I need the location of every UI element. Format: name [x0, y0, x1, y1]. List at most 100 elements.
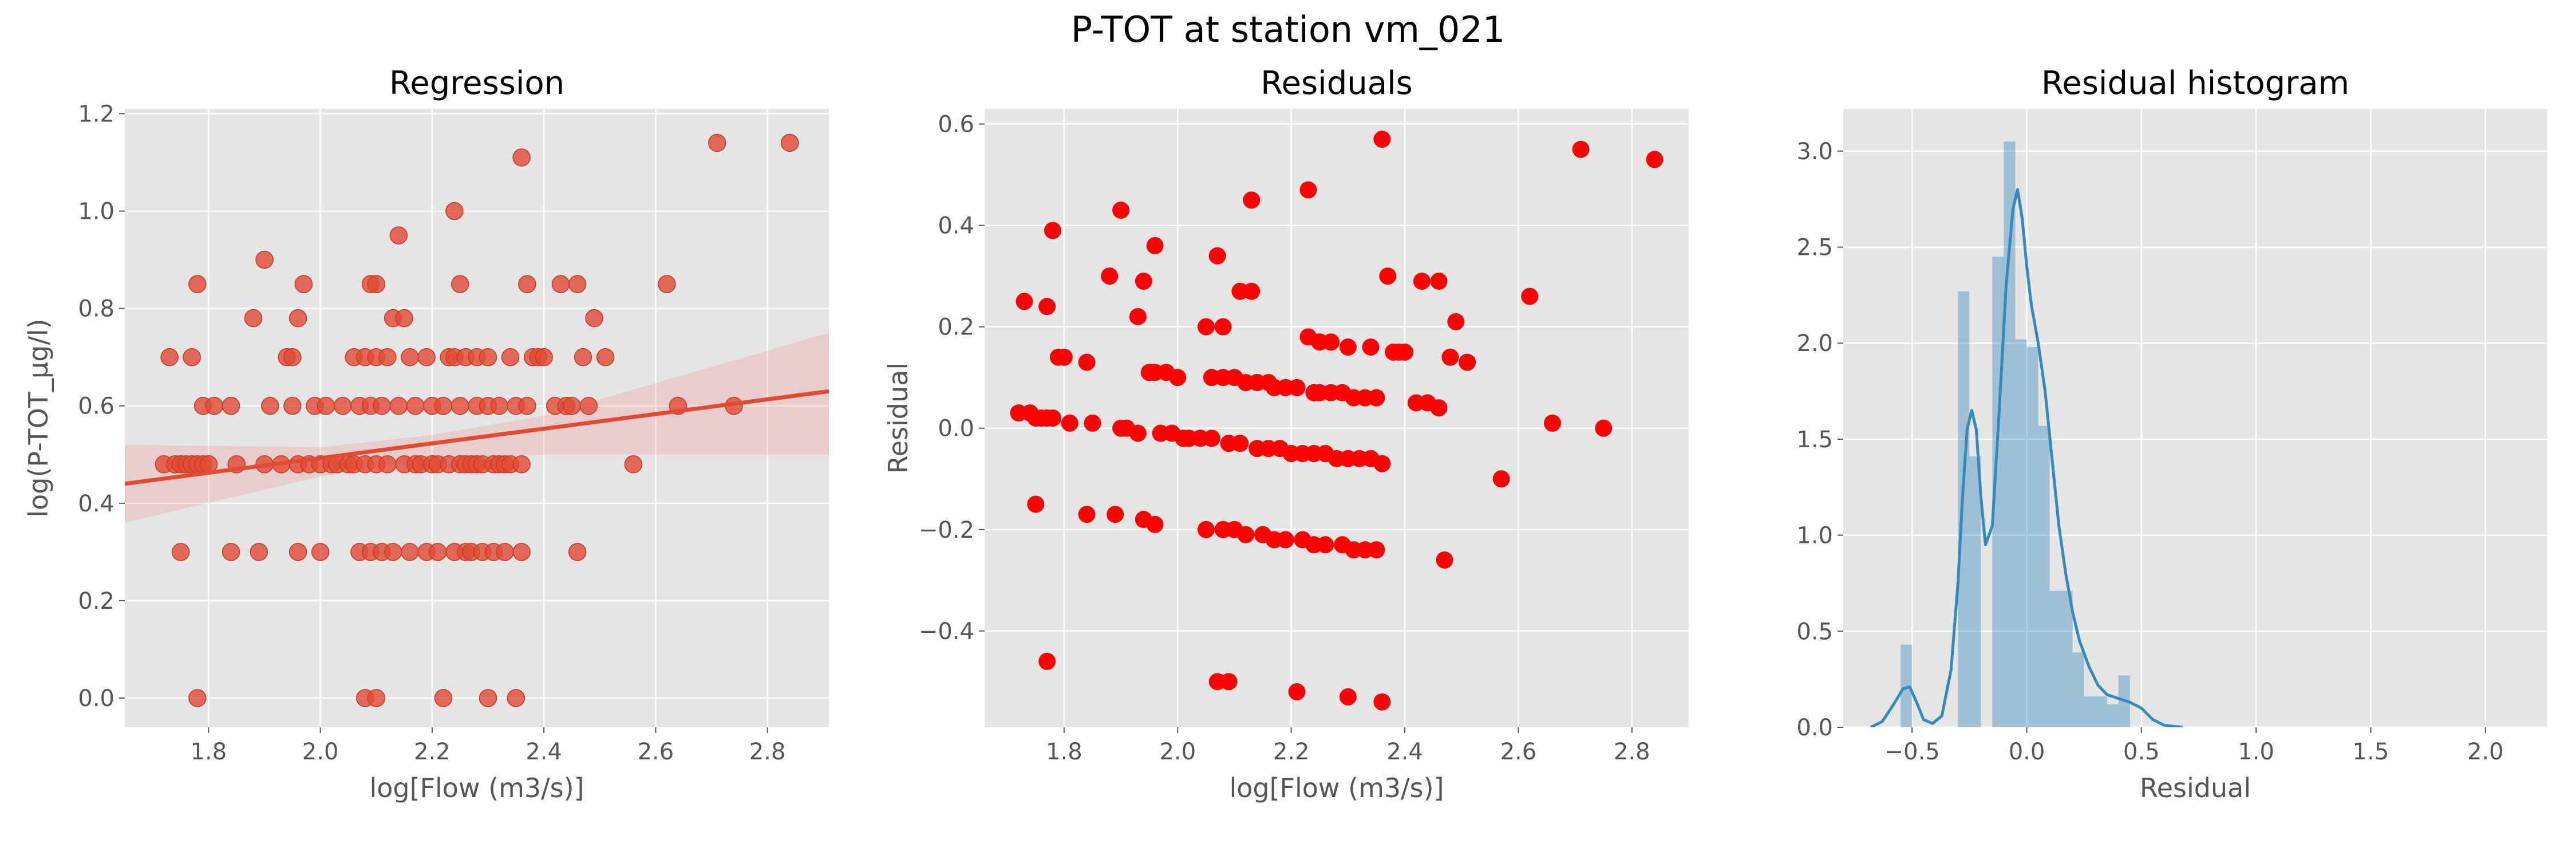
- residual-point: [1078, 353, 1096, 371]
- y-tick-label: 1.0: [1796, 523, 1833, 549]
- plot-area: [985, 109, 1689, 727]
- data-point: [255, 250, 274, 269]
- histogram-bar: [2095, 696, 2107, 727]
- histogram-bar: [2015, 339, 2027, 727]
- data-point: [512, 543, 531, 561]
- data-point: [389, 396, 408, 415]
- residual-point: [1214, 318, 1232, 336]
- residual-point: [1084, 414, 1101, 432]
- x-tick-label: 1.8: [1046, 739, 1082, 765]
- residual-point: [1646, 151, 1664, 168]
- data-point: [512, 455, 531, 474]
- data-point: [205, 396, 223, 415]
- residual-point: [1373, 693, 1391, 711]
- residual-point: [1203, 430, 1220, 447]
- residual-point: [1277, 531, 1294, 549]
- data-point: [479, 689, 497, 707]
- data-point: [183, 348, 201, 367]
- data-point: [367, 275, 386, 293]
- y-tick-label: 1.5: [1796, 427, 1833, 453]
- residual-point: [1379, 267, 1397, 285]
- data-point: [289, 309, 307, 328]
- data-point: [551, 275, 570, 293]
- y-tick-label: 0.6: [938, 112, 974, 138]
- data-point: [283, 396, 302, 415]
- residual-point: [1112, 202, 1130, 219]
- x-axis-label: log[Flow (m3/s)]: [1229, 773, 1444, 803]
- histogram-bar: [2072, 652, 2084, 727]
- x-axis-label: Residual: [2140, 773, 2251, 803]
- x-tick-label: −0.5: [1884, 739, 1940, 765]
- residual-point: [1492, 470, 1510, 488]
- histogram-bar: [1901, 644, 1913, 727]
- histogram-bar: [2061, 590, 2073, 727]
- x-tick-label: 1.0: [2238, 739, 2274, 765]
- residual-point: [1436, 551, 1453, 569]
- data-point: [378, 348, 397, 367]
- data-point: [311, 543, 330, 561]
- data-point: [490, 396, 508, 415]
- residual-point: [1044, 222, 1062, 239]
- data-point: [708, 133, 726, 152]
- data-point: [333, 396, 352, 415]
- confidence-band: [125, 333, 829, 523]
- data-point: [289, 543, 307, 561]
- residual-point: [1237, 526, 1255, 543]
- y-tick-label: 0.2: [938, 314, 974, 341]
- x-tick-label: 2.6: [1500, 739, 1537, 765]
- residual-point: [1135, 272, 1152, 290]
- data-point: [378, 455, 397, 474]
- y-tick-label: 0.0: [78, 685, 114, 712]
- residual-point: [1317, 536, 1334, 554]
- data-point: [563, 396, 581, 415]
- data-point: [479, 348, 497, 367]
- data-point: [501, 348, 520, 367]
- plot-content: [1010, 131, 1664, 711]
- residual-point: [1129, 424, 1147, 442]
- x-tick-label: 0.5: [2123, 739, 2160, 765]
- x-tick-label: 1.8: [191, 739, 227, 765]
- plot-area: [1843, 109, 2547, 727]
- y-tick-label: 3.0: [1796, 139, 1833, 165]
- data-point: [434, 396, 453, 415]
- subplot-title: Residuals: [1261, 65, 1413, 102]
- data-point: [507, 689, 526, 707]
- residual-point: [1373, 455, 1391, 472]
- data-point: [395, 309, 413, 328]
- regression-line: [125, 389, 829, 486]
- y-tick-label: 0.6: [78, 393, 114, 420]
- y-tick-label: 0.0: [938, 416, 974, 442]
- residual-point: [1044, 409, 1062, 427]
- data-point: [384, 543, 402, 561]
- residual-point: [1231, 435, 1249, 452]
- data-point: [434, 689, 453, 707]
- residual-point: [1061, 414, 1078, 432]
- x-tick-label: 2.2: [414, 739, 451, 765]
- x-tick-label: 2.4: [1386, 739, 1423, 765]
- data-point: [367, 689, 386, 707]
- y-tick-label: 2.5: [1796, 234, 1833, 261]
- data-point: [585, 309, 603, 328]
- data-point: [518, 396, 536, 415]
- y-axis-label: Residual: [883, 362, 914, 474]
- residual-point: [1373, 131, 1391, 148]
- data-point: [579, 396, 598, 415]
- x-tick-label: 0.0: [2009, 739, 2045, 765]
- residual-point: [1146, 237, 1164, 255]
- histogram-bar: [2026, 346, 2038, 727]
- residual-point: [1208, 247, 1226, 265]
- data-point: [658, 275, 676, 293]
- residual-point: [1055, 348, 1073, 366]
- y-tick-label: 1.2: [78, 101, 114, 128]
- residual-point: [1368, 389, 1385, 407]
- residual-point: [1595, 419, 1613, 437]
- residual-point: [1441, 348, 1459, 366]
- data-point: [568, 543, 587, 561]
- y-tick-label: 0.8: [78, 296, 114, 322]
- data-point: [188, 689, 207, 707]
- histogram-bar: [2049, 590, 2061, 727]
- x-axis-label: log[Flow (m3/s)]: [369, 773, 584, 803]
- data-point: [428, 543, 447, 561]
- y-tick-label: 0.4: [938, 213, 974, 239]
